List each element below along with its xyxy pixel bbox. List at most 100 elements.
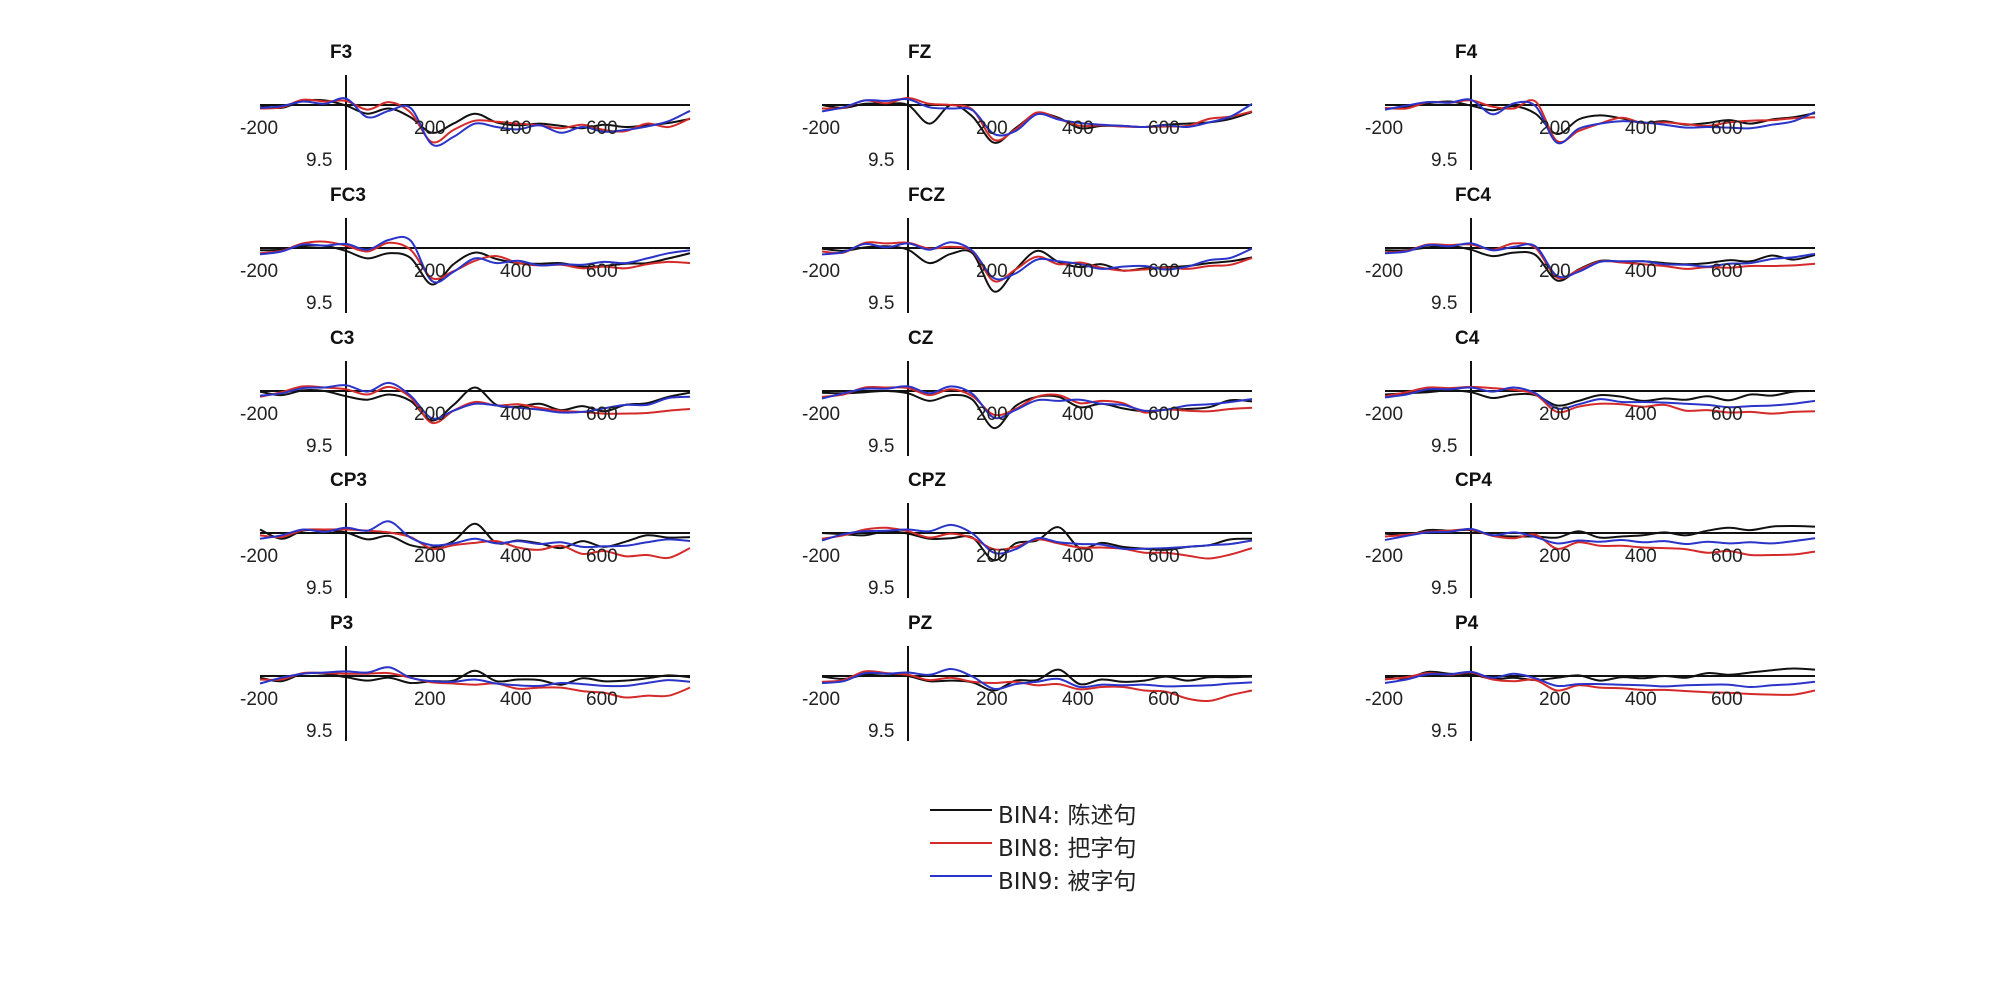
plot-fcz: [821, 218, 1253, 313]
x-tick-label-400-fz: 400: [1062, 118, 1094, 139]
channel-panel-cp3: CP3 -200 200 400 600 9.5: [240, 470, 820, 628]
series-line-bin4-fc3: [259, 244, 691, 286]
channel-title-fz: FZ: [908, 42, 932, 63]
plot-pz: [821, 646, 1253, 741]
legend-item-bin9: BIN9: 被字句: [930, 861, 1190, 895]
amplitude-label-fc4: 9.5: [1431, 293, 1458, 314]
legend-label-bin4: BIN4: 陈述句: [998, 803, 1137, 829]
channel-panel-cz: CZ -200 200 400 600 9.5: [802, 328, 1382, 486]
x-tick-label-200-p3: 200: [414, 689, 446, 710]
x-tick-label-400-pz: 400: [1062, 689, 1094, 710]
legend-item-bin4: BIN4: 陈述句: [930, 795, 1190, 829]
amplitude-label-cz: 9.5: [868, 436, 895, 457]
series-line-bin9-fc4: [1384, 242, 1816, 279]
x-tick-label-600-cpz: 600: [1148, 546, 1180, 567]
channel-panel-fc4: FC4 -200 200 400 600 9.5: [1365, 185, 1945, 343]
x-tick-label--200-f3: -200: [240, 118, 279, 139]
x-tick-label-600-fc3: 600: [586, 261, 618, 282]
amplitude-label-cp3: 9.5: [306, 578, 333, 599]
x-tick-label--200-cp4: -200: [1365, 546, 1404, 567]
x-tick-label--200-c4: -200: [1365, 404, 1404, 425]
x-tick-label-600-cp3: 600: [586, 546, 618, 567]
x-tick-label-200-cpz: 200: [976, 546, 1008, 567]
series-line-bin4-c4: [1384, 389, 1816, 407]
channel-panel-fcz: FCZ -200 200 400 600 9.5: [802, 185, 1382, 343]
channel-panel-f4: F4 -200 200 400 600 9.5: [1365, 42, 1945, 200]
series-line-bin8-c3: [259, 385, 691, 425]
amplitude-label-f4: 9.5: [1431, 150, 1458, 171]
series-line-bin8-f3: [259, 98, 691, 144]
series-line-bin4-cp3: [259, 522, 691, 550]
x-tick-label-400-p3: 400: [500, 689, 532, 710]
x-tick-label-200-pz: 200: [976, 689, 1008, 710]
x-tick-label-600-p4: 600: [1711, 689, 1743, 710]
amplitude-label-p4: 9.5: [1431, 721, 1458, 742]
amplitude-label-cp4: 9.5: [1431, 578, 1458, 599]
x-tick-label-200-cp4: 200: [1539, 546, 1571, 567]
x-tick-label-200-cz: 200: [976, 404, 1008, 425]
series-line-bin9-fz: [821, 97, 1253, 137]
x-tick-label--200-fcz: -200: [802, 261, 841, 282]
x-tick-label-400-cp4: 400: [1625, 546, 1657, 567]
plot-cz: [821, 361, 1253, 456]
plot-p3: [259, 646, 691, 741]
legend-label-bin8: BIN8: 把字句: [998, 836, 1137, 862]
amplitude-label-fc3: 9.5: [306, 293, 333, 314]
amplitude-label-fz: 9.5: [868, 150, 895, 171]
x-tick-label-200-f3: 200: [414, 118, 446, 139]
channel-panel-fz: FZ -200 200 400 600 9.5: [802, 42, 1382, 200]
x-tick-label-200-p4: 200: [1539, 689, 1571, 710]
x-tick-label-200-fc3: 200: [414, 261, 446, 282]
amplitude-label-p3: 9.5: [306, 721, 333, 742]
series-line-bin9-cp4: [1384, 527, 1816, 546]
plot-c4: [1384, 361, 1816, 456]
series-line-bin9-fcz: [821, 241, 1253, 281]
amplitude-label-cpz: 9.5: [868, 578, 895, 599]
legend: BIN4: 陈述句 BIN8: 把字句 BIN9: 被字句: [930, 795, 1190, 895]
plot-cp3: [259, 503, 691, 598]
amplitude-label-pz: 9.5: [868, 721, 895, 742]
channel-title-f3: F3: [330, 42, 353, 63]
series-line-bin8-fc3: [259, 240, 691, 281]
x-tick-label-400-cz: 400: [1062, 404, 1094, 425]
series-line-bin9-fc3: [259, 235, 691, 284]
channel-title-f4: F4: [1455, 42, 1478, 63]
x-tick-label-600-fcz: 600: [1148, 261, 1180, 282]
series-line-bin8-cpz: [821, 526, 1253, 560]
amplitude-label-c3: 9.5: [306, 436, 333, 457]
legend-swatch-bin4: [930, 809, 992, 811]
x-tick-label--200-c3: -200: [240, 404, 279, 425]
x-tick-label-200-fz: 200: [976, 118, 1008, 139]
x-tick-label-400-cp3: 400: [500, 546, 532, 567]
amplitude-label-c4: 9.5: [1431, 436, 1458, 457]
x-tick-label-200-fc4: 200: [1539, 261, 1571, 282]
plot-cpz: [821, 503, 1253, 598]
x-tick-label-600-c4: 600: [1711, 404, 1743, 425]
x-tick-label--200-p3: -200: [240, 689, 279, 710]
x-tick-label-600-f3: 600: [586, 118, 618, 139]
x-tick-label--200-pz: -200: [802, 689, 841, 710]
x-tick-label-600-cz: 600: [1148, 404, 1180, 425]
x-tick-label--200-fc3: -200: [240, 261, 279, 282]
plot-fc4: [1384, 218, 1816, 313]
x-tick-label-200-f4: 200: [1539, 118, 1571, 139]
x-tick-label-400-f4: 400: [1625, 118, 1657, 139]
x-tick-label-600-cp4: 600: [1711, 546, 1743, 567]
x-tick-label-200-fcz: 200: [976, 261, 1008, 282]
x-tick-label--200-fc4: -200: [1365, 261, 1404, 282]
channel-title-c3: C3: [330, 328, 355, 349]
channel-panel-pz: PZ -200 200 400 600 9.5: [802, 613, 1382, 771]
channel-panel-cp4: CP4 -200 200 400 600 9.5: [1365, 470, 1945, 628]
series-line-bin9-cpz: [821, 523, 1253, 555]
plot-f4: [1384, 75, 1816, 170]
plot-f3: [259, 75, 691, 170]
series-line-bin9-cz: [821, 385, 1253, 420]
x-tick-label-400-c4: 400: [1625, 404, 1657, 425]
channel-title-fcz: FCZ: [908, 185, 945, 206]
legend-swatch-bin9: [930, 875, 992, 877]
series-line-bin4-p3: [259, 669, 691, 686]
amplitude-label-fcz: 9.5: [868, 293, 895, 314]
channel-panel-c4: C4 -200 200 400 600 9.5: [1365, 328, 1945, 486]
x-tick-label-400-f3: 400: [500, 118, 532, 139]
